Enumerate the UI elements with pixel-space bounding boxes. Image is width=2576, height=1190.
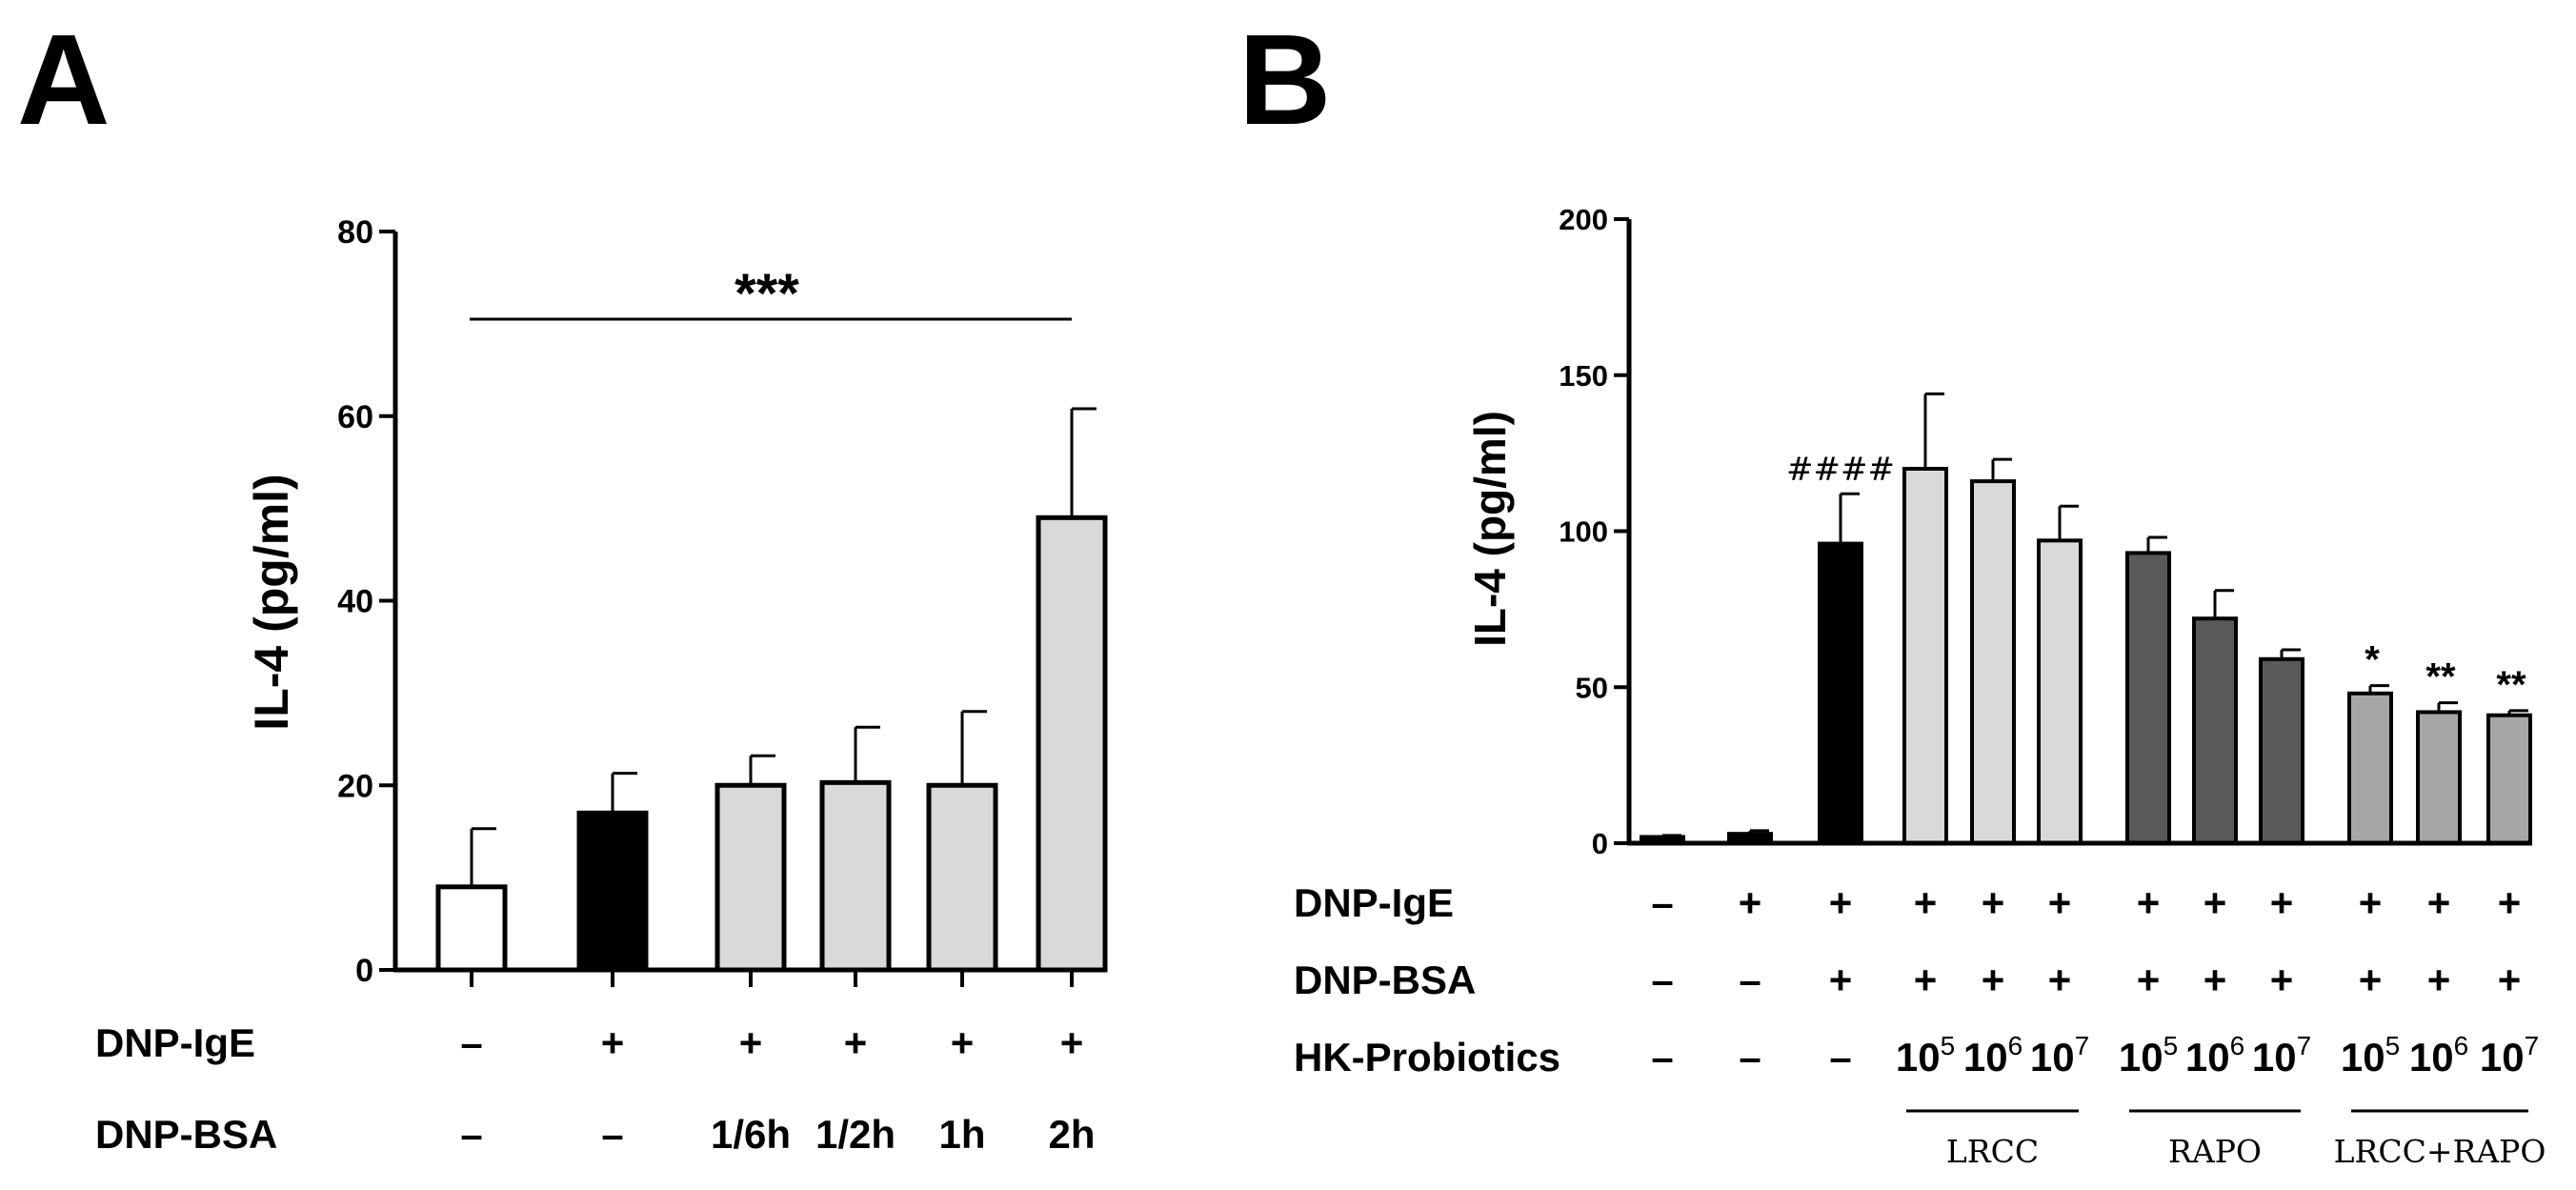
b-bar-3	[1818, 541, 1863, 845]
b-condition-label: DNP-BSA	[1294, 958, 1476, 1002]
a-bar-6	[1036, 514, 1108, 973]
b-group-label-1: LRCC	[1946, 1133, 2039, 1170]
b-condition-value: +	[2359, 958, 2383, 1002]
a-condition-value: –	[601, 1112, 623, 1157]
b-condition-value: –	[1829, 1035, 1851, 1079]
b-condition-value: +	[2359, 880, 2383, 925]
b-condition-value: +	[1829, 880, 1853, 925]
a-condition-value: –	[460, 1112, 482, 1157]
b-condition-value: –	[1739, 1035, 1761, 1079]
b-condition-label: DNP-IgE	[1294, 880, 1454, 925]
b-condition-label: HK-Probiotics	[1294, 1035, 1560, 1079]
b-significance-label-3: ####	[1786, 451, 1895, 489]
b-condition-value: +	[1982, 880, 2005, 925]
a-condition-value: +	[601, 1020, 625, 1065]
b-group-label-3: LRCC+RAPO	[2334, 1133, 2546, 1170]
a-condition-label: DNP-BSA	[95, 1112, 277, 1157]
b-group-label-2: RAPO	[2168, 1133, 2262, 1170]
a-condition-value: 2h	[1048, 1112, 1095, 1157]
b-bar-10	[2347, 691, 2393, 845]
b-condition-value: +	[1914, 958, 1938, 1002]
b-condition-value: +	[2204, 880, 2227, 925]
b-bar-6	[2037, 538, 2083, 845]
b-condition-value: +	[2270, 958, 2294, 1002]
b-bar-4	[1902, 467, 1948, 845]
a-condition-value: +	[1060, 1020, 1084, 1065]
a-significance-stars: ***	[735, 263, 799, 325]
b-bar-11	[2416, 710, 2462, 846]
b-condition-value: +	[2048, 880, 2072, 925]
a-condition-value: +	[951, 1020, 975, 1065]
panel-letter-a: A	[17, 8, 111, 151]
b-condition-value: +	[2498, 880, 2522, 925]
panel-letter-b: B	[1238, 8, 1332, 151]
b-bar-8	[2192, 616, 2238, 846]
b-significance-label-10: *	[2365, 639, 2380, 681]
b-condition-value: +	[2427, 880, 2451, 925]
b-condition-value: 105	[1896, 1031, 1955, 1079]
b-bar-12	[2486, 713, 2532, 845]
b-condition-value: +	[2204, 958, 2227, 1002]
a-y-tick-label: 40	[337, 584, 373, 620]
b-bar-7	[2125, 551, 2171, 845]
b-bar-9	[2259, 656, 2304, 846]
b-condition-value: +	[2137, 958, 2161, 1002]
panel-a-chart: 0 20 40 60 80 IL-4 (pg/ml) *** DNP-IgE – + + + + +…	[95, 214, 1108, 1157]
b-condition-value: –	[1651, 1035, 1673, 1079]
b-condition-value: –	[1739, 958, 1761, 1002]
a-bar-3	[714, 782, 787, 973]
a-condition-value: 1/6h	[711, 1112, 791, 1157]
a-y-tick-label: 80	[337, 214, 373, 251]
b-significance-label-11: **	[2425, 656, 2456, 698]
b-condition-value: 106	[2409, 1031, 2468, 1079]
a-condition-value: +	[739, 1020, 763, 1065]
b-condition-value: +	[2498, 958, 2522, 1002]
b-y-tick-label: 150	[1559, 359, 1608, 393]
b-condition-value: +	[2048, 958, 2072, 1002]
b-y-tick-label: 0	[1592, 827, 1608, 860]
b-condition-value: +	[1982, 958, 2005, 1002]
a-bar-5	[926, 782, 998, 973]
b-condition-value: +	[2270, 880, 2294, 925]
a-condition-value: 1/2h	[815, 1112, 896, 1157]
b-y-tick-label: 200	[1559, 203, 1608, 236]
a-condition-value: +	[844, 1020, 868, 1065]
a-bar-2	[576, 810, 649, 973]
b-bar-5	[1970, 479, 2016, 845]
b-condition-value: +	[1739, 880, 1762, 925]
b-condition-value: 107	[2030, 1031, 2089, 1079]
a-bar-4	[819, 779, 892, 973]
b-condition-value: 105	[2341, 1031, 2400, 1079]
b-condition-value: –	[1651, 958, 1673, 1002]
b-condition-value: –	[1651, 880, 1673, 925]
b-y-tick-label: 50	[1576, 671, 1608, 704]
a-condition-value: 1h	[938, 1112, 985, 1157]
b-condition-value: +	[1829, 958, 1853, 1002]
b-condition-value: +	[2137, 880, 2161, 925]
a-condition-label: DNP-IgE	[95, 1020, 255, 1065]
a-condition-value: –	[460, 1020, 482, 1065]
b-condition-value: +	[2427, 958, 2451, 1002]
b-y-tick-label: 100	[1559, 515, 1608, 549]
a-bar-1	[435, 884, 508, 973]
a-y-tick-label: 20	[337, 768, 373, 804]
b-condition-value: 107	[2480, 1031, 2539, 1079]
a-y-tick-label: 0	[355, 953, 373, 989]
b-condition-value: 106	[1963, 1031, 2023, 1079]
a-y-axis-title: IL-4 (pg/ml)	[245, 474, 298, 730]
b-condition-value: 105	[2119, 1031, 2178, 1079]
b-significance-label-12: **	[2496, 664, 2526, 706]
b-y-axis-title: IL-4 (pg/ml)	[1465, 411, 1515, 647]
b-condition-value: 106	[2185, 1031, 2244, 1079]
a-y-tick-label: 60	[337, 399, 373, 435]
b-condition-value: 107	[2252, 1031, 2311, 1079]
b-condition-value: +	[1914, 880, 1938, 925]
